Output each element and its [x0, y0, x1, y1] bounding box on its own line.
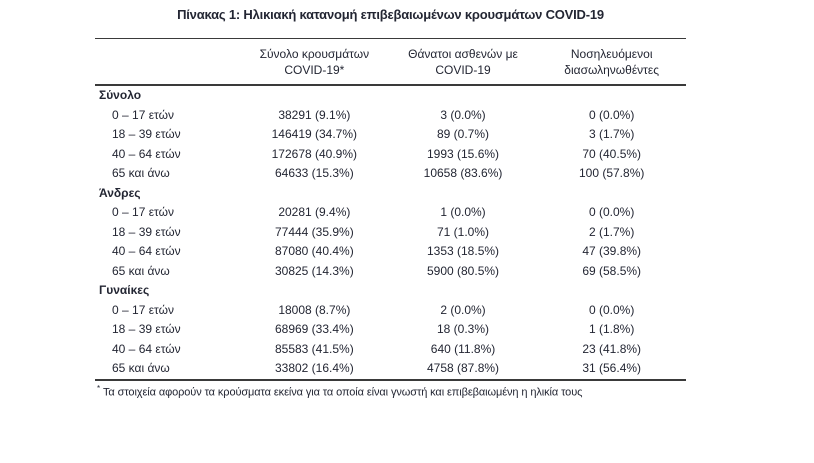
value-cell: 2 (0.0%) [440, 302, 486, 317]
table-row: 18 – 39 ετών 68969 (33.4%) 18 (0.3%) 1 (1.8… [95, 320, 686, 340]
value-cell: 89 (0.7%) [436, 127, 490, 141]
age-group-label: 65 και άνω [112, 361, 170, 375]
age-group-label: 18 – 39 ετών [112, 224, 181, 239]
empty-cell [537, 86, 686, 106]
empty-cell [389, 281, 538, 301]
value-cell: 0 (0.0%) [589, 302, 635, 317]
table-row: 40 – 64 ετών 87080 (40.4%) 1353 (18.5%) 47 … [95, 242, 686, 262]
value-cell: 20281 (9.4%) [278, 205, 351, 219]
empty-cell [389, 184, 538, 204]
value-cell: 18008 (8.7%) [278, 302, 351, 317]
value-cell: 1993 (15.6%) [426, 146, 500, 161]
section-label: Σύνολο [99, 88, 142, 102]
empty-cell [240, 184, 389, 204]
age-group-label: 40 – 64 ετών [112, 146, 181, 161]
age-group-label: 65 και άνω [112, 166, 170, 180]
value-cell: 146419 (34.7%) [271, 127, 358, 141]
section-label: Άνδρες [99, 185, 141, 200]
value-cell: 30825 (14.3%) [274, 263, 354, 278]
value-cell: 69 (58.5%) [582, 263, 642, 278]
table-row: 65 και άνω 33802 (16.4%) 4758 (87.8%) 31 (5… [95, 359, 686, 379]
value-cell: 31 (56.4%) [582, 361, 642, 375]
empty-cell [537, 281, 686, 301]
table-row: 18 – 39 ετών 77444 (35.9%) 71 (1.0%) 2 (1.7… [95, 223, 686, 243]
empty-cell [537, 184, 686, 204]
value-cell: 64633 (15.3%) [274, 166, 354, 180]
table-row: 40 – 64 ετών 172678 (40.9%) 1993 (15.6%) 70… [95, 145, 686, 165]
header-total-cases-line2: COVID-19* [284, 63, 345, 77]
value-cell: 0 (0.0%) [589, 107, 635, 122]
header-deaths-line2: COVID-19 [435, 63, 491, 77]
table-row: 18 – 39 ετών 146419 (34.7%) 89 (0.7%) 3 (1.… [95, 125, 686, 145]
age-group-label: 0 – 17 ετών [112, 302, 174, 317]
table-row: 65 και άνω 30825 (14.3%) 5900 (80.5%) 69 (5… [95, 262, 686, 282]
footnote-text: Τα στοιχεία αφορούν τα κρούσματα εκείνα … [103, 386, 583, 399]
section-label: Γυναίκες [99, 283, 150, 297]
age-group-label: 18 – 39 ετών [112, 322, 181, 336]
table-row: 40 – 64 ετών 85583 (41.5%) 640 (11.8%) 23 (… [95, 340, 686, 360]
header-empty-cell [95, 46, 240, 78]
value-cell: 71 (1.0%) [436, 224, 490, 239]
value-cell: 38291 (9.1%) [278, 107, 351, 122]
header-total-cases: Σύνολο κρουσμάτων COVID-19* [240, 46, 389, 78]
value-cell: 5900 (80.5%) [426, 263, 500, 278]
value-cell: 640 (11.8%) [430, 341, 496, 356]
age-group-label: 40 – 64 ετών [112, 244, 181, 258]
value-cell: 85583 (41.5%) [274, 341, 354, 356]
value-cell: 33802 (16.4%) [274, 361, 354, 375]
header-intubated: Νοσηλευόμενοι διασωληνωθέντες [537, 46, 686, 78]
value-cell: 47 (39.8%) [582, 244, 642, 258]
value-cell: 3 (0.0%) [440, 107, 486, 122]
footnote-marker: * [97, 383, 101, 393]
empty-cell [240, 86, 389, 106]
value-cell: 172678 (40.9%) [271, 146, 358, 161]
value-cell: 1 (0.0%) [440, 205, 486, 219]
table-body: Σύνολο 0 – 17 ετών 38291 (9.1%) 3 (0.0%) 0 (… [95, 86, 686, 379]
header-intubated-line2: διασωληνωθέντες [564, 63, 660, 77]
value-cell: 2 (1.7%) [589, 224, 635, 239]
header-total-cases-line1: Σύνολο κρουσμάτων [259, 47, 370, 61]
section-header-row: Γυναίκες [95, 281, 686, 301]
table-footnote: * Τα στοιχεία αφορούν τα κρούσματα εκείνα… [95, 384, 686, 399]
age-group-label: 0 – 17 ετών [112, 205, 174, 219]
header-deaths-line1: Θάνατοι ασθενών με [408, 47, 518, 61]
document-page: Πίνακας 1: Ηλικιακή κατανομή επιβεβαιωμέ… [95, 0, 686, 398]
covid-age-table: Σύνολο κρουσμάτων COVID-19* Θάνατοι ασθε… [95, 38, 686, 381]
header-deaths: Θάνατοι ασθενών με COVID-19 [389, 46, 538, 78]
value-cell: 3 (1.7%) [589, 127, 635, 141]
table-header-row: Σύνολο κρουσμάτων COVID-19* Θάνατοι ασθε… [95, 39, 686, 86]
value-cell: 1 (1.8%) [589, 322, 635, 336]
header-intubated-line1: Νοσηλευόμενοι [570, 47, 653, 61]
section-header-row: Άνδρες [95, 184, 686, 204]
age-group-label: 0 – 17 ετών [112, 107, 174, 122]
value-cell: 68969 (33.4%) [274, 322, 354, 336]
value-cell: 0 (0.0%) [589, 205, 635, 219]
age-group-label: 65 και άνω [112, 263, 170, 278]
value-cell: 18 (0.3%) [436, 322, 490, 336]
table-row: 0 – 17 ετών 18008 (8.7%) 2 (0.0%) 0 (0.0%) [95, 301, 686, 321]
value-cell: 70 (40.5%) [582, 146, 642, 161]
value-cell: 1353 (18.5%) [426, 244, 500, 258]
value-cell: 77444 (35.9%) [274, 224, 354, 239]
value-cell: 87080 (40.4%) [274, 244, 354, 258]
value-cell: 100 (57.8%) [578, 166, 645, 180]
age-group-label: 40 – 64 ετών [112, 341, 181, 356]
empty-cell [240, 281, 389, 301]
age-group-label: 18 – 39 ετών [112, 127, 181, 141]
empty-cell [389, 86, 538, 106]
table-title: Πίνακας 1: Ηλικιακή κατανομή επιβεβαιωμέ… [177, 7, 604, 22]
value-cell: 4758 (87.8%) [426, 361, 500, 375]
value-cell: 10658 (83.6%) [423, 166, 503, 180]
table-row: 0 – 17 ετών 20281 (9.4%) 1 (0.0%) 0 (0.0%) [95, 203, 686, 223]
table-row: 0 – 17 ετών 38291 (9.1%) 3 (0.0%) 0 (0.0%) [95, 106, 686, 126]
section-header-row: Σύνολο [95, 86, 686, 106]
table-row: 65 και άνω 64633 (15.3%) 10658 (83.6%) 100 … [95, 164, 686, 184]
value-cell: 23 (41.8%) [582, 341, 642, 356]
